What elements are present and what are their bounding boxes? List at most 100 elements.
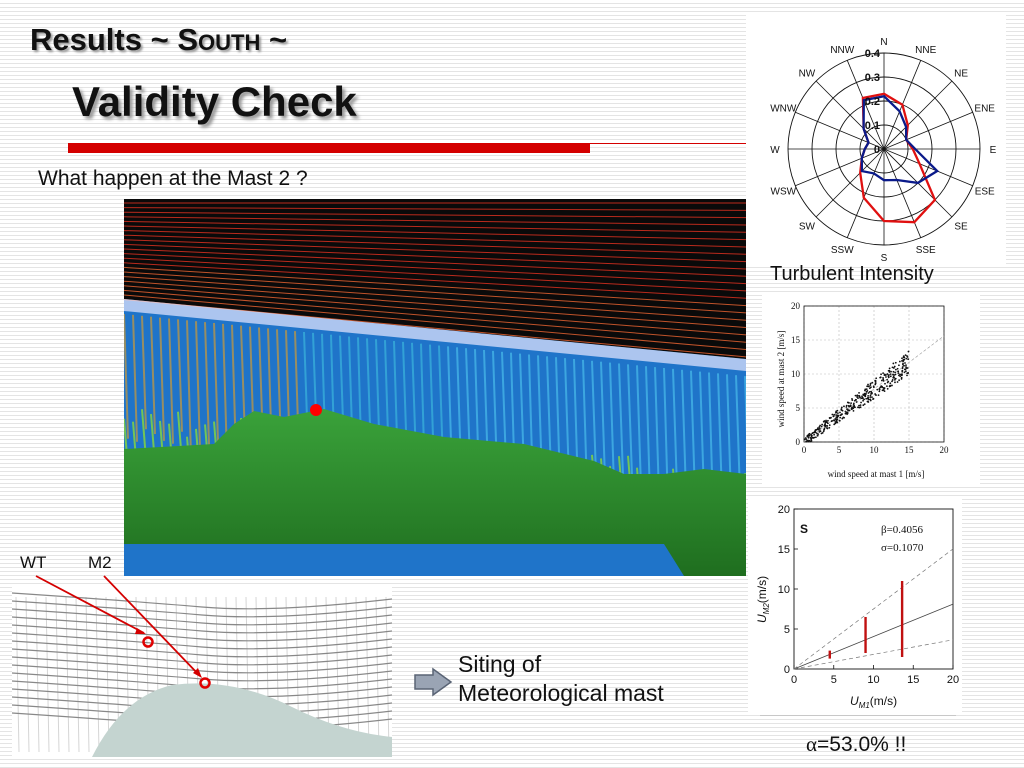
beta-value: β=0.4056 xyxy=(881,524,924,536)
rose-direction-label: ESE xyxy=(975,186,995,197)
data-point xyxy=(904,354,907,357)
x-tick-label: 20 xyxy=(947,674,959,686)
data-point xyxy=(833,423,836,426)
vector-column xyxy=(25,596,30,753)
vector-column xyxy=(744,376,746,435)
vector-column xyxy=(168,318,174,444)
data-point xyxy=(842,416,845,419)
data-point xyxy=(838,419,841,422)
streamline xyxy=(12,640,392,658)
data-point xyxy=(900,373,903,376)
vector-column xyxy=(124,313,129,439)
data-point xyxy=(840,409,843,411)
data-point xyxy=(822,430,825,433)
streamline xyxy=(124,225,746,241)
rose-radial-ticks: 0 0.1 0.2 0.3 0.4 xyxy=(865,48,881,156)
alpha-result: α=53.0% !! xyxy=(806,732,907,756)
data-point xyxy=(901,369,904,372)
data-point xyxy=(896,381,899,383)
data-point xyxy=(860,401,862,404)
rose-tick-label: 0.4 xyxy=(865,48,881,60)
data-point xyxy=(852,402,855,405)
sim-terrain xyxy=(124,409,746,576)
scatter2-panel-label: S xyxy=(800,522,808,536)
data-point xyxy=(869,399,872,402)
rose-direction-label: NNW xyxy=(830,45,854,56)
data-point xyxy=(818,427,821,430)
plot-frame xyxy=(793,508,954,670)
data-point xyxy=(818,430,821,433)
data-point xyxy=(845,406,848,408)
data-point xyxy=(840,413,843,416)
data-point xyxy=(835,420,838,422)
streamline xyxy=(124,207,746,211)
data-point xyxy=(837,412,839,414)
data-point xyxy=(883,388,886,390)
data-point xyxy=(858,404,860,407)
rose-bg xyxy=(746,12,1006,264)
data-point xyxy=(823,429,825,431)
siting-line-2: Meteorological mast xyxy=(458,680,664,706)
data-point xyxy=(866,390,869,392)
data-point xyxy=(906,374,908,377)
data-point xyxy=(846,412,849,415)
data-point xyxy=(859,406,862,409)
data-point xyxy=(898,379,901,382)
data-point xyxy=(868,390,871,393)
data-point xyxy=(845,404,848,407)
data-point xyxy=(875,377,878,380)
data-point xyxy=(862,404,865,407)
data-point xyxy=(850,407,853,410)
m2-marker xyxy=(199,677,211,689)
data-point xyxy=(847,401,850,404)
vector-column xyxy=(213,322,219,442)
data-point xyxy=(856,394,859,397)
rose-spoke xyxy=(883,80,953,150)
y-tick-label: 15 xyxy=(778,544,790,556)
mast-siting-image xyxy=(12,587,392,757)
mast-wind-speed-scatter: 0 5 10 15 20 0 5 10 15 20 wind speed at mast 1 [m… xyxy=(762,294,980,484)
vector-column xyxy=(600,361,606,479)
data-point xyxy=(907,350,910,353)
data-point xyxy=(826,427,828,429)
data-point xyxy=(878,390,881,393)
data-point xyxy=(858,391,860,394)
vector-column xyxy=(355,596,360,753)
data-point xyxy=(894,368,897,371)
data-point xyxy=(852,407,855,410)
data-point xyxy=(884,382,886,385)
rose-spoke xyxy=(795,148,885,187)
title-underline-thin xyxy=(590,143,750,144)
small-sim-hill xyxy=(92,683,392,757)
y-tick-label: 0 xyxy=(796,437,801,447)
slide-subtitle: Validity Check xyxy=(72,78,357,125)
data-point xyxy=(889,385,892,388)
siting-line-1: Siting of xyxy=(458,651,542,677)
data-point xyxy=(826,422,829,425)
data-point xyxy=(882,372,885,375)
streamline xyxy=(124,248,746,277)
data-point xyxy=(814,436,817,439)
data-point xyxy=(830,420,833,423)
data-point xyxy=(828,426,831,429)
data-point xyxy=(870,392,873,395)
vector-column xyxy=(141,315,147,430)
vector-column xyxy=(132,314,138,442)
data-point xyxy=(894,381,896,384)
upper-bound-line xyxy=(793,548,954,670)
data-point xyxy=(864,394,867,397)
data-point xyxy=(865,388,868,391)
m2-label: M2 xyxy=(88,553,112,572)
data-point xyxy=(813,436,816,439)
vector-column xyxy=(177,319,183,432)
data-point xyxy=(879,376,882,379)
block-arrow-icon xyxy=(414,667,453,697)
data-point xyxy=(824,423,827,425)
data-point xyxy=(810,435,813,438)
data-point xyxy=(819,424,821,427)
data-point xyxy=(889,375,892,378)
rose-direction-label: WNW xyxy=(770,104,797,115)
data-point xyxy=(894,373,897,376)
data-point xyxy=(906,372,909,375)
streamline xyxy=(12,656,392,674)
